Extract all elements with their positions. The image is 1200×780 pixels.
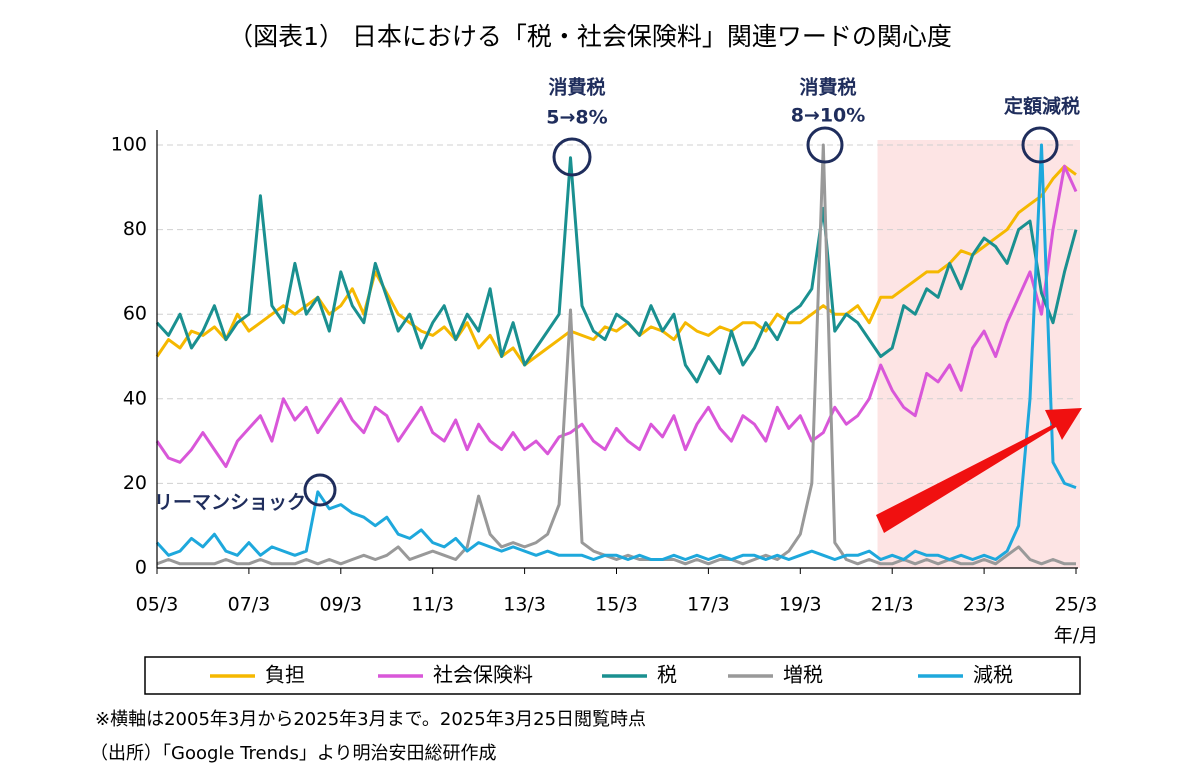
annotation-circle: [303, 473, 337, 507]
annotation: 8→10%: [791, 105, 866, 127]
chart-title: （図表1） 日本における「税・社会保険料」関連ワードの関心度: [228, 22, 952, 51]
y-tick-label: 20: [123, 472, 147, 494]
series-line: [155, 156, 1078, 384]
shade-layer: [877, 140, 1080, 568]
trend-arrow: [876, 408, 1082, 533]
legend-box: [144, 656, 1081, 695]
series-line: [156, 143, 1076, 566]
y-tick-label: 80: [123, 218, 147, 240]
series-line: [155, 164, 1077, 367]
legend-label: 税: [657, 663, 677, 687]
legend-label: 社会保険料: [433, 663, 533, 687]
annotation: 定額減税: [1004, 95, 1080, 118]
shaded-region: [877, 140, 1080, 568]
grid-layer: 0 20 40 60 80 100 05/3 07/3 09/3 11/3 13/3 15/3 17/3…: [111, 134, 1098, 616]
x-axis-label: 年/月: [1054, 625, 1098, 647]
annotation: 消費税: [548, 76, 605, 99]
x-tick-label: 15/3: [595, 594, 638, 616]
x-tick-label: 21/3: [871, 594, 914, 616]
x-tick-label: 07/3: [228, 594, 271, 616]
legend-label: 増税: [783, 663, 823, 687]
x-tick-label: 25/3: [1055, 594, 1098, 616]
legend-label: 負担: [265, 663, 305, 687]
annotation-circle: [1021, 126, 1059, 164]
annotation-circle: [552, 137, 592, 177]
footnote: （出所）「Google Trends」より明治安田総研作成: [90, 743, 496, 764]
series-line: [155, 164, 1078, 468]
annotation: 5→8%: [546, 107, 607, 129]
series-line: [155, 143, 1077, 561]
y-tick-label: 0: [135, 557, 147, 579]
x-tick-label: 23/3: [963, 594, 1006, 616]
annotation: 消費税: [799, 76, 856, 99]
x-tick-label: 19/3: [779, 594, 822, 616]
x-tick-label: 09/3: [319, 594, 362, 616]
x-tick-label: 05/3: [136, 594, 179, 616]
annotation: リーマンショック: [154, 492, 306, 514]
x-tick-label: 11/3: [411, 594, 454, 616]
legend: 負担 社会保険料 税 増税 減税: [210, 663, 1013, 687]
annotation-circle: [806, 126, 844, 164]
x-tick-label: 17/3: [687, 594, 730, 616]
y-tick-label: 100: [111, 134, 147, 156]
x-tick-label: 13/3: [503, 594, 546, 616]
lines-layer: [155, 143, 1078, 566]
y-tick-label: 60: [123, 303, 147, 325]
y-tick-label: 40: [123, 387, 147, 409]
footnote: ※横軸は2005年3月から2025年3月まで。2025年3月25日閲覧時点: [95, 709, 646, 730]
legend-label: 減税: [973, 663, 1013, 687]
